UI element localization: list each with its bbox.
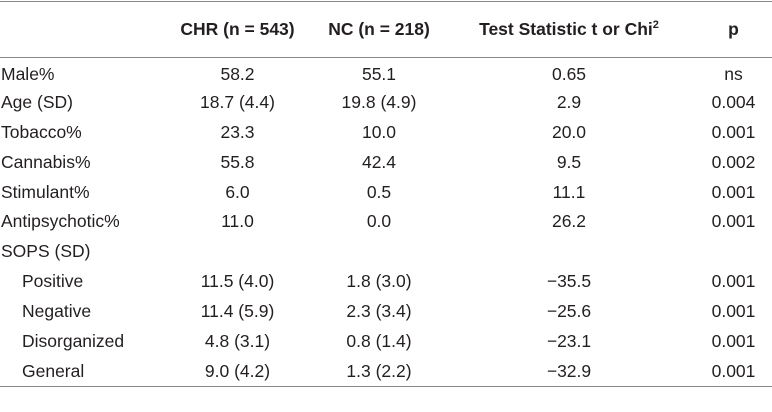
table-cell: 1.3 (2.2) — [346, 360, 412, 381]
empty-cell — [695, 237, 772, 267]
table-cell: 55.8 — [220, 151, 255, 172]
table-row: Disorganized 4.8 (3.1) 0.8 (1.4) −23.1 0.001 — [0, 327, 772, 357]
table-cell: −32.9 — [546, 360, 592, 381]
row-label: Negative — [22, 301, 92, 322]
empty-cell — [160, 237, 315, 267]
table-cell: 0.001 — [711, 301, 756, 322]
table-cell: 2.9 — [556, 91, 582, 112]
table-cell: 20.0 — [551, 121, 587, 142]
table-cell: 9.0 (4.2) — [204, 360, 271, 381]
table-cell: 11.0 — [221, 211, 254, 232]
table-cell: 42.4 — [361, 151, 397, 172]
table-row: Tobacco% 23.3 10.0 20.0 0.001 — [0, 117, 772, 147]
table-row: Cannabis% 55.8 42.4 9.5 0.002 — [0, 147, 772, 177]
table-cell: 26.2 — [551, 211, 587, 232]
table-cell: ns — [724, 64, 743, 85]
header-superscript: 2 — [652, 19, 659, 31]
header-cell: p — [728, 19, 739, 39]
table-cell: 0.001 — [711, 121, 756, 142]
table-cell: 0.001 — [711, 271, 756, 292]
row-label: Stimulant% — [1, 181, 90, 202]
table-cell: 11.4 (5.9) — [200, 301, 275, 322]
table-cell: 0.001 — [711, 330, 756, 351]
table-cell: 18.7 (4.4) — [200, 91, 275, 112]
table-cell: 0.001 — [711, 211, 756, 232]
table-cell: 55.1 — [361, 64, 397, 85]
group-label: SOPS (SD) — [1, 241, 91, 262]
row-label: Cannabis% — [1, 151, 91, 172]
row-label: Antipsychotic% — [1, 211, 120, 232]
table-cell: −23.1 — [546, 330, 592, 351]
table-cell: −25.6 — [546, 301, 592, 322]
table-row: Negative 11.4 (5.9) 2.3 (3.4) −25.6 0.001 — [0, 297, 772, 327]
row-label: Tobacco% — [1, 121, 82, 142]
table-cell: 2.3 (3.4) — [346, 301, 412, 322]
table-row: Positive 11.5 (4.0) 1.8 (3.0) −35.5 0.001 — [0, 267, 772, 297]
row-label: Disorganized — [22, 330, 125, 351]
table-cell: 58.2 — [220, 64, 255, 85]
table-cell: 0.5 — [366, 181, 392, 202]
header-cell: NC (n = 218) — [328, 19, 430, 39]
table-cell: 11.5 (4.0) — [200, 271, 275, 292]
table-cell: 0.002 — [711, 151, 756, 172]
empty-cell — [443, 237, 695, 267]
table-cell: 10.0 — [361, 121, 397, 142]
table-header: CHR (n = 543) NC (n = 218) Test Statisti… — [0, 1, 772, 58]
table-cell: 0.65 — [551, 64, 587, 85]
table-cell: 19.8 (4.9) — [341, 91, 417, 112]
row-label: Positive — [22, 271, 84, 292]
table-cell: 0.8 (1.4) — [346, 330, 412, 351]
header-row: CHR (n = 543) NC (n = 218) Test Statisti… — [0, 2, 772, 58]
table-cell: 0.004 — [711, 91, 756, 112]
table-row: General 9.0 (4.2) 1.3 (2.2) −32.9 0.001 — [0, 356, 772, 386]
header-text: Test Statistic t or Chi — [479, 19, 653, 39]
header-cell: CHR (n = 543) — [180, 19, 295, 39]
table-cell: 4.8 (3.1) — [204, 330, 271, 351]
table-cell: 1.8 (3.0) — [346, 271, 412, 292]
row-label: Age (SD) — [1, 91, 73, 112]
table-cell: 6.0 — [225, 181, 250, 202]
table-cell: 9.5 — [556, 151, 582, 172]
table-cell: 11.1 — [552, 181, 586, 202]
header-cell — [0, 2, 160, 58]
table-body: Male% 58.2 55.1 0.65 ns Age (SD) 18.7 (4.4) 19.… — [0, 58, 772, 387]
row-label: General — [22, 360, 85, 381]
table-row: Male% 58.2 55.1 0.65 ns — [0, 58, 772, 88]
table-cell: −35.5 — [546, 271, 592, 292]
header-cell: Test Statistic t or Chi2 — [443, 2, 695, 58]
data-table: CHR (n = 543) NC (n = 218) Test Statisti… — [0, 1, 772, 387]
table-cell: 23.3 — [220, 121, 255, 142]
table-row: Age (SD) 18.7 (4.4) 19.8 (4.9) 2.9 0.004 — [0, 87, 772, 117]
table-cell: 0.0 — [366, 211, 392, 232]
group-row: SOPS (SD) — [0, 237, 772, 267]
table-cell: 0.001 — [711, 360, 756, 381]
table-cell: 0.001 — [711, 181, 756, 202]
table-row: Stimulant% 6.0 0.5 11.1 0.001 — [0, 177, 772, 207]
table-row: Antipsychotic% 11.0 0.0 26.2 0.001 — [0, 207, 772, 237]
row-label: Male% — [1, 64, 55, 85]
empty-cell — [315, 237, 443, 267]
